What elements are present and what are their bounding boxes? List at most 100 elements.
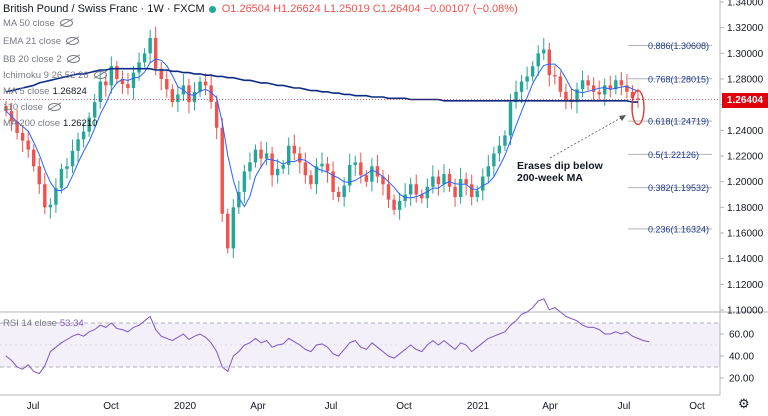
candle-body: [514, 91, 518, 103]
rsi-line: [5, 298, 650, 375]
indicator-ema21[interactable]: EMA 21 close: [3, 36, 80, 47]
candle-body: [104, 81, 108, 86]
candle-body: [486, 166, 491, 177]
candle-body: [87, 117, 91, 132]
candle-body: [464, 179, 468, 185]
candle-body: [370, 166, 374, 182]
indicator-ma5[interactable]: MA 5 close 1.26824: [3, 86, 87, 97]
candle-body: [292, 145, 296, 154]
candle-body: [475, 190, 479, 198]
hidden-eye-icon[interactable]: [47, 103, 61, 112]
ma5-line: [5, 58, 639, 208]
candle-body: [120, 79, 125, 85]
candle-body: [564, 91, 568, 100]
candle-body: [303, 162, 308, 176]
candle-body: [115, 66, 119, 79]
x-tick-label: Jul: [618, 401, 631, 412]
x-tick-label: Oct: [103, 401, 119, 412]
candle-body: [126, 84, 130, 88]
candle-body: [630, 91, 635, 99]
gear-icon[interactable]: ⚙: [738, 396, 750, 411]
y-tick-label: 1.10000: [727, 306, 764, 317]
y-tick-label: 1.28000: [727, 75, 764, 86]
candle-body: [558, 76, 563, 92]
candle-body: [536, 53, 540, 67]
candle-body: [259, 149, 263, 159]
y-tick-label: 1.16000: [727, 229, 764, 240]
candle-body: [325, 163, 330, 172]
rsi-tick-label: 20.00: [729, 374, 754, 385]
x-tick-label: Oct: [689, 401, 705, 412]
candle-body: [309, 175, 313, 185]
y-tick-label: 1.22000: [727, 152, 764, 163]
hidden-eye-icon[interactable]: [66, 37, 80, 46]
candle-body: [586, 80, 590, 86]
candle-body: [519, 81, 524, 92]
candle-body: [580, 80, 585, 90]
candle-body: [192, 91, 197, 103]
candle-body: [153, 37, 158, 69]
candle-body: [281, 164, 285, 169]
candle-body: [392, 199, 396, 210]
ma200-line: [5, 67, 638, 103]
candle-body: [264, 153, 269, 159]
candle-body: [591, 85, 596, 92]
candle-body: [4, 105, 8, 112]
candle-body: [381, 176, 385, 185]
candle-body: [142, 53, 147, 63]
y-tick-label: 1.18000: [727, 203, 764, 214]
highlight-ellipse: [631, 89, 645, 126]
candle-body: [336, 191, 341, 198]
candle-body: [226, 213, 230, 249]
indicator-110[interactable]: 110 close: [3, 102, 61, 113]
indicator-ma50[interactable]: MA 50 close: [3, 18, 73, 29]
candle-body: [625, 85, 629, 92]
candle-body: [342, 185, 346, 198]
fib-level-label: 0.5(1.22126): [648, 150, 699, 160]
candle-body: [525, 76, 529, 82]
candle-body: [458, 179, 463, 198]
candle-body: [436, 176, 441, 185]
current-price-tag: 1.26404: [722, 93, 768, 108]
candle-body: [148, 37, 152, 54]
candle-body: [414, 184, 418, 195]
y-tick-label: 1.14000: [727, 254, 764, 265]
x-tick-label: Apr: [542, 401, 558, 412]
indicator-ma200[interactable]: MA 200 close 1.26210: [3, 118, 98, 129]
candle-body: [26, 140, 30, 150]
candle-body: [287, 145, 291, 165]
hidden-eye-icon[interactable]: [66, 55, 80, 64]
candle-body: [542, 49, 546, 54]
candle-body: [37, 166, 41, 185]
candle-body: [76, 139, 80, 151]
hidden-eye-icon[interactable]: [59, 19, 73, 28]
indicator-bb20[interactable]: BB 20 close 2: [3, 54, 80, 65]
candle-body: [503, 135, 507, 146]
candle-body: [275, 168, 280, 176]
candle-body: [597, 91, 601, 95]
rsi-legend[interactable]: RSI 14 close 53.34: [3, 318, 84, 329]
symbol-title[interactable]: British Pound / Swiss Franc · 1W · FXCM: [3, 3, 205, 15]
candle-body: [48, 204, 53, 208]
candle-body: [314, 166, 319, 185]
indicator-ichimoku[interactable]: Ichimoku 9 26 52 26: [3, 70, 107, 81]
y-tick-label: 1.30000: [727, 49, 764, 60]
candle-body: [59, 168, 64, 189]
candle-body: [70, 150, 75, 167]
candle-body: [242, 171, 247, 192]
candle-body: [220, 127, 224, 214]
candle-body: [469, 184, 474, 198]
candle-body: [20, 132, 25, 141]
market-status-dot: [208, 5, 216, 13]
candle-body: [176, 94, 180, 103]
candle-body: [530, 66, 535, 77]
candle-body: [497, 145, 502, 154]
candle-body: [492, 153, 496, 167]
candle-body: [619, 80, 624, 86]
chart-header: British Pound / Swiss Franc · 1W · FXCM O…: [3, 3, 518, 15]
candle-body: [453, 186, 457, 198]
hidden-eye-icon[interactable]: [93, 71, 107, 80]
x-tick-label: Apr: [250, 401, 266, 412]
x-tick-label: Jul: [27, 401, 40, 412]
